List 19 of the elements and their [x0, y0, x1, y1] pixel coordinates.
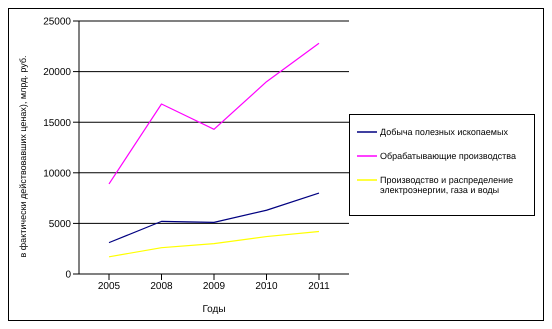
line-series	[108, 230, 320, 258]
x-tick-label: 2008	[150, 281, 174, 292]
legend-label: Добыча полезных ископаемых	[380, 126, 508, 136]
legend-label: Производство и распределение электроэнергии, газа и воды	[380, 174, 514, 194]
x-tick-label: 2005	[98, 281, 121, 292]
y-tick-label: 20000	[43, 67, 72, 78]
legend-label: Обрабатывающие производства	[380, 150, 516, 160]
y-tick-label: 15000	[43, 118, 72, 129]
x-axis-title: Годы	[202, 304, 226, 315]
line-series	[108, 192, 320, 244]
y-tick-label: 0	[65, 270, 72, 281]
x-tick-label: 2009	[202, 281, 226, 292]
x-tick-label: 2011	[308, 281, 330, 292]
x-tick-label: 2010	[255, 281, 278, 292]
y-axis-title: в фактически действовавших ценах), млрд. руб.	[18, 55, 28, 258]
y-tick-label: 10000	[43, 168, 72, 180]
y-tick-label: 25000	[43, 16, 72, 28]
line-series	[108, 42, 320, 185]
y-tick-label: 5000	[48, 218, 72, 230]
